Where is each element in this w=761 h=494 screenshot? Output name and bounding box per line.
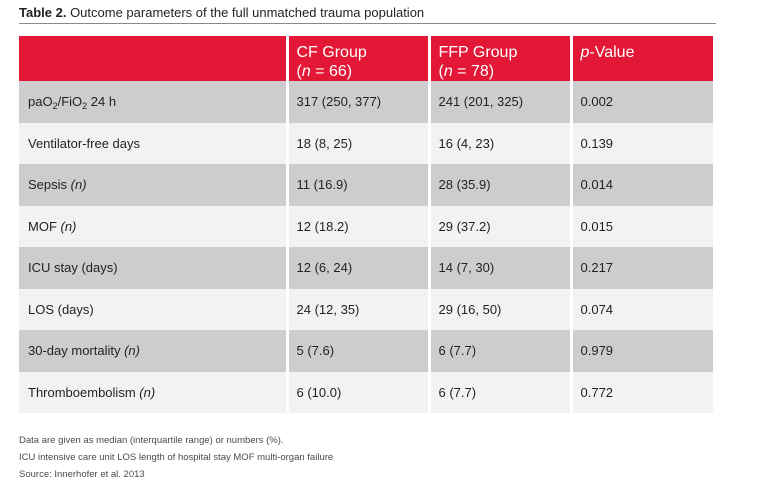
row-label: MOF (n): [19, 205, 289, 247]
cell-p: 0.217: [571, 247, 713, 289]
cell-cf: 18 (8, 25): [287, 122, 431, 164]
cell-cf: 317 (250, 377): [287, 81, 431, 123]
cell-ffp: 28 (35.9): [429, 164, 573, 206]
outcome-table: CF Group (n = 66) FFP Group (n = 78) p-V…: [19, 36, 713, 413]
cell-ffp: 29 (16, 50): [429, 288, 573, 330]
cell-ffp: 6 (7.7): [429, 330, 573, 372]
table-row: paO2/FiO2 24 h 317 (250, 377) 241 (201, …: [19, 81, 713, 123]
table-row: MOF (n) 12 (18.2) 29 (37.2) 0.015: [19, 205, 713, 247]
header-cf-n: (n = 66): [296, 63, 353, 80]
row-label: Thromboembolism (n): [19, 371, 289, 413]
cell-ffp: 6 (7.7): [429, 371, 573, 413]
cell-cf: 12 (6, 24): [287, 247, 431, 289]
footnote-source: Source: Innerhofer et al. 2013: [19, 469, 145, 480]
table-header-row: CF Group (n = 66) FFP Group (n = 78) p-V…: [19, 36, 713, 81]
cell-ffp: 29 (37.2): [429, 205, 573, 247]
cell-ffp: 14 (7, 30): [429, 247, 573, 289]
row-label: 30-day mortality (n): [19, 330, 289, 372]
table-row: Thromboembolism (n) 6 (10.0) 6 (7.7) 0.7…: [19, 371, 713, 413]
row-label: LOS (days): [19, 288, 289, 330]
header-empty: [19, 36, 289, 81]
cell-cf: 12 (18.2): [287, 205, 431, 247]
cell-ffp: 241 (201, 325): [429, 81, 573, 123]
cell-p: 0.074: [571, 288, 713, 330]
cell-p: 0.772: [571, 371, 713, 413]
footnote-data: Data are given as median (interquartile …: [19, 435, 284, 446]
header-cf-group: CF Group (n = 66): [287, 36, 431, 81]
table-row: 30-day mortality (n) 5 (7.6) 6 (7.7) 0.9…: [19, 330, 713, 372]
header-p-value: p-Value: [571, 36, 713, 81]
header-ffp-title: FFP Group: [438, 44, 518, 61]
row-label: Sepsis (n): [19, 164, 289, 206]
table-row: Ventilator-free days 18 (8, 25) 16 (4, 2…: [19, 122, 713, 164]
row-label: Ventilator-free days: [19, 122, 289, 164]
cell-p: 0.015: [571, 205, 713, 247]
cell-p: 0.002: [571, 81, 713, 123]
header-ffp-group: FFP Group (n = 78): [429, 36, 573, 81]
cell-p: 0.139: [571, 122, 713, 164]
row-label: paO2/FiO2 24 h: [19, 81, 289, 123]
header-ffp-n: (n = 78): [438, 63, 495, 80]
table-caption: Table 2. Outcome parameters of the full …: [19, 4, 716, 22]
cell-p: 0.979: [571, 330, 713, 372]
caption-text: Outcome parameters of the full unmatched…: [66, 5, 425, 20]
cell-cf: 11 (16.9): [287, 164, 431, 206]
caption-label: Table 2.: [19, 5, 67, 20]
cell-p: 0.014: [571, 164, 713, 206]
table-row: LOS (days) 24 (12, 35) 29 (16, 50) 0.074: [19, 288, 713, 330]
cell-ffp: 16 (4, 23): [429, 122, 573, 164]
cell-cf: 6 (10.0): [287, 371, 431, 413]
header-cf-title: CF Group: [296, 44, 367, 61]
row-label: ICU stay (days): [19, 247, 289, 289]
caption-rule: [19, 23, 716, 24]
cell-cf: 24 (12, 35): [287, 288, 431, 330]
footnote-abbreviations: ICU intensive care unit LOS length of ho…: [19, 452, 334, 463]
cell-cf: 5 (7.6): [287, 330, 431, 372]
table-row: Sepsis (n) 11 (16.9) 28 (35.9) 0.014: [19, 164, 713, 206]
table-row: ICU stay (days) 12 (6, 24) 14 (7, 30) 0.…: [19, 247, 713, 289]
